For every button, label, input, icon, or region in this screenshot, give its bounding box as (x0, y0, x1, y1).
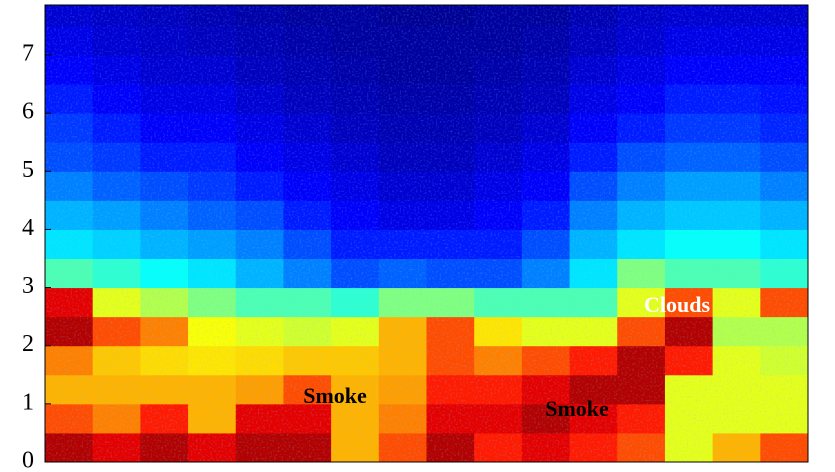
overlay: 0 1 2 3 4 5 6 7 Smoke Smoke Clouds (22, 41, 710, 472)
y-tick-label: 5 (22, 157, 34, 183)
annotation: Clouds (644, 292, 710, 317)
annotation: Smoke (545, 396, 609, 421)
y-tick-label: 7 (22, 41, 34, 67)
y-tick-label: 4 (22, 215, 34, 241)
plot-frame (44, 4, 809, 463)
y-tick-label: 2 (22, 331, 34, 357)
y-tick-label: 6 (22, 99, 34, 125)
annotation: Smoke (303, 383, 367, 408)
y-tick-label: 0 (22, 448, 34, 472)
y-tick-label: 3 (22, 273, 34, 299)
y-tick-label: 1 (22, 389, 34, 415)
noise-texture (45, 5, 808, 462)
